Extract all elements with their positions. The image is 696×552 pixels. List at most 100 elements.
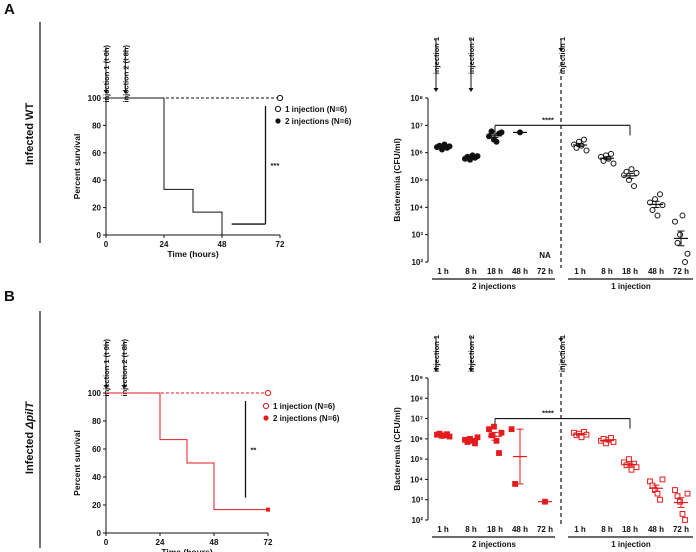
a-bac-point — [498, 129, 505, 136]
a-bac-point — [672, 218, 678, 225]
a-legend-label-1: 1 injection (N=6) — [285, 105, 347, 114]
b-bac-point — [626, 456, 632, 463]
a-bac-ytick-label: 10² — [411, 258, 423, 267]
b-bac-point — [488, 432, 495, 439]
b-surv-ytick-label: 20 — [92, 501, 101, 510]
a-surv-ytick-label: 80 — [92, 121, 101, 130]
a-surv-ytick-label: 60 — [92, 149, 101, 158]
a-bac-category-label: 1 h — [437, 267, 449, 276]
a-bac-point — [674, 239, 681, 246]
a-surv-injection-arrow-head — [122, 90, 128, 94]
b-surv-injection-arrow-head — [103, 385, 109, 389]
a-bac-category-label: 48 h — [648, 267, 664, 276]
b-bac-injection-arrow-right-head — [558, 338, 564, 342]
b-bac-category-label: 72 h — [537, 525, 553, 534]
a-surv-xlabel: Time (hours) — [167, 249, 218, 259]
a-bac-point — [631, 183, 637, 190]
b-bac-ytick-label: 10³ — [411, 496, 423, 505]
a-panel-letter: A — [4, 1, 15, 18]
b-bac-ytick-label: 10⁸ — [410, 394, 423, 403]
b-bac-category-label: 1 h — [574, 525, 586, 534]
b-panel-letter: B — [4, 288, 15, 305]
b-bac-category-label: 18 h — [622, 525, 638, 534]
b-bac-point — [610, 439, 617, 445]
a-bac-point — [610, 160, 617, 167]
b-bac-injection-label: injection 2 — [467, 335, 476, 372]
a-bac-ytick-label: 10⁸ — [410, 94, 423, 103]
b-bac-category-label: 72 h — [673, 525, 689, 534]
b-side-label-italic: ΔpilT — [24, 401, 36, 430]
a-surv-xtick-label: 24 — [160, 240, 169, 249]
a-bac-group-label-1: 2 injections — [472, 282, 517, 291]
b-surv-ytick-label: 60 — [92, 445, 101, 454]
b-bac-point — [486, 426, 492, 433]
a-bac-category-label: 8 h — [601, 267, 613, 276]
b-surv-ytick-label: 80 — [92, 417, 101, 426]
b-bac-point — [496, 450, 502, 456]
a-surv-series-1-end-marker — [276, 94, 284, 102]
a-bac-point — [654, 212, 661, 219]
a-bac-point — [659, 202, 666, 209]
b-bac-category-label: 8 h — [465, 525, 477, 534]
a-bac-category-label: 18 h — [487, 267, 503, 276]
a-bac-point — [682, 259, 688, 265]
b-bac-injection-label: injection 1 — [432, 335, 441, 372]
b-surv-injection-arrow-head — [121, 385, 127, 389]
b-surv-ytick-label: 100 — [88, 389, 102, 398]
b-surv-injection-label: injection 1 (t 0h) — [102, 339, 111, 397]
b-surv-ytick-label: 40 — [92, 473, 101, 482]
b-bac-point — [498, 429, 505, 436]
a-bac-point — [649, 206, 656, 213]
a-legend-marker-1 — [274, 105, 282, 113]
a-bac-point — [679, 212, 686, 219]
b-bac-point — [628, 466, 635, 473]
b-legend-label-2: 2 injections (N=6) — [273, 414, 340, 423]
b-bac-point — [654, 490, 661, 497]
a-bac-significance: **** — [542, 115, 554, 124]
b-bac-category-label: 48 h — [512, 525, 528, 534]
a-surv-ytick-label: 20 — [92, 204, 101, 213]
b-bac-point — [578, 434, 585, 441]
a-bac-injection-label: injection 1 — [432, 37, 441, 74]
a-bac-na-label: NA — [539, 251, 551, 260]
b-bac-category-label: 48 h — [648, 525, 664, 534]
b-bac-ytick-label: 10² — [411, 516, 423, 525]
b-surv-series-2-line — [106, 392, 268, 511]
a-surv-series-2-line — [106, 97, 223, 235]
b-bac-ytick-label: 10⁴ — [410, 475, 423, 484]
panel-b: B Infected ΔpilT 0 20 40 60 80 100 0 24 48 72 Time (… — [4, 288, 693, 552]
b-legend-marker-1 — [262, 402, 270, 410]
a-surv-injection-arrow-head — [103, 90, 109, 94]
a-bac-injection-arrow-right-head — [558, 48, 564, 52]
b-surv-xtick-label: 48 — [210, 538, 219, 547]
b-bac-point — [472, 440, 478, 447]
a-side-label: Infected WT — [24, 103, 36, 166]
a-bac-group-label-2: 1 injection — [611, 282, 651, 291]
a-surv-xtick-label: 72 — [276, 240, 285, 249]
a-bac-point — [657, 191, 663, 198]
a-bac-category-label: 72 h — [673, 267, 689, 276]
b-bac-point — [672, 487, 678, 493]
a-bac-ytick-label: 10⁴ — [410, 203, 423, 212]
a-surv-ytick-label: 40 — [92, 176, 101, 185]
b-bac-point — [677, 498, 683, 505]
b-bac-ytick-label: 10⁵ — [410, 455, 423, 464]
b-bac-ylabel: Bacteremia (CFU/ml) — [392, 407, 402, 491]
a-surv-ytick-label: 100 — [88, 94, 102, 103]
b-surv-ytick-label: 0 — [97, 529, 102, 538]
b-bac-point — [474, 434, 481, 441]
b-bac-point — [508, 426, 515, 433]
a-bac-point — [628, 166, 635, 173]
a-bac-point — [608, 150, 614, 157]
a-surv-ylabel: Percent survival — [72, 134, 82, 200]
b-legend-label-1: 1 injection (N=6) — [273, 402, 335, 411]
a-surv-ytick-label: 0 — [97, 231, 102, 240]
a-bac-ylabel: Bacteremia (CFU/ml) — [392, 138, 402, 222]
b-surv-series-1-end-marker — [264, 389, 272, 397]
b-bac-group-label-2: 1 injection — [611, 540, 651, 549]
b-bac-point — [657, 496, 663, 503]
a-legend-label-2: 2 injections (N=6) — [285, 117, 352, 126]
b-bac-point — [679, 510, 686, 517]
b-bac-point — [633, 464, 640, 471]
b-bac-point — [491, 423, 497, 430]
